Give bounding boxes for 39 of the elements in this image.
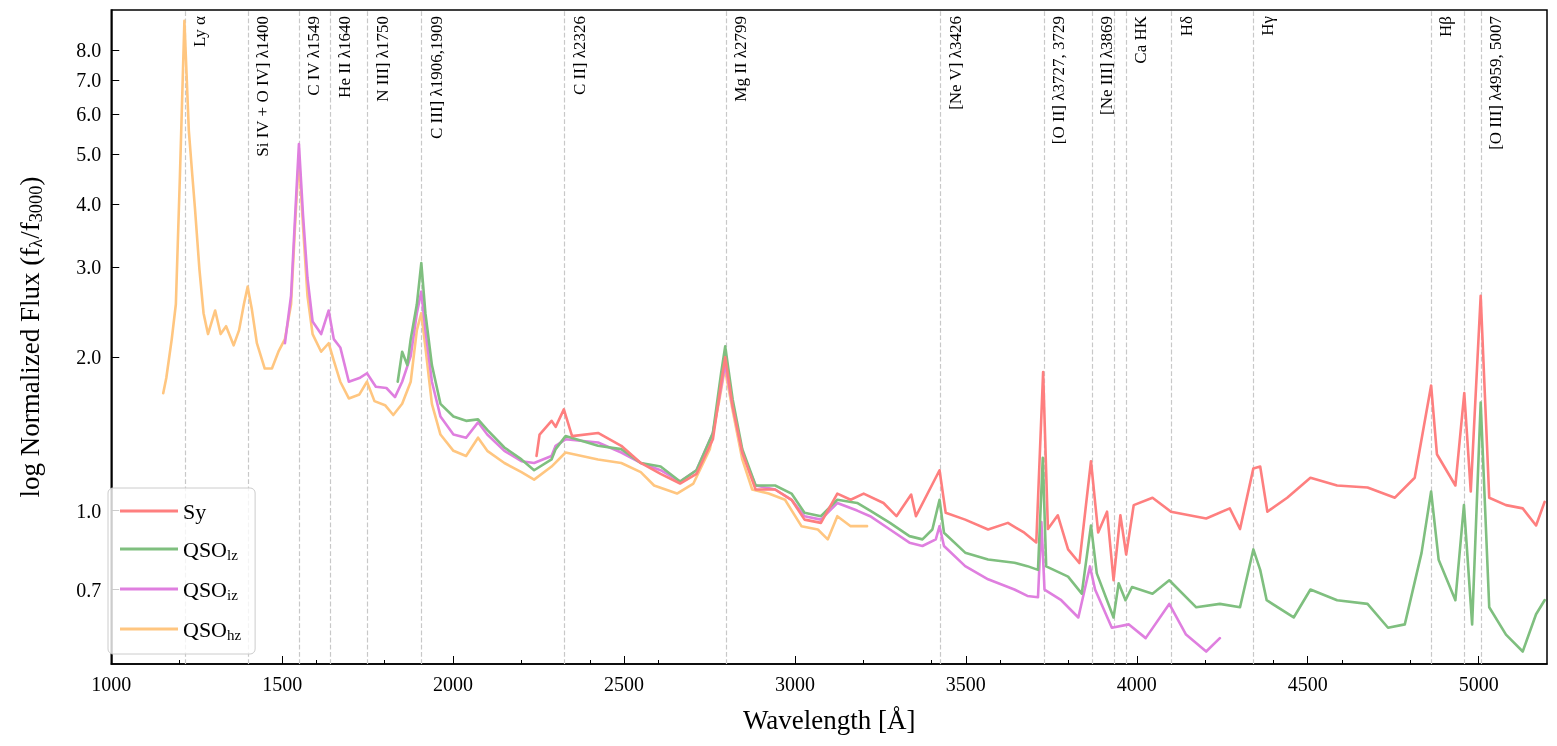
x-tick-label: 2000 (433, 673, 474, 695)
y-tick-label: 5.0 (76, 143, 102, 166)
x-tick-label: 3000 (774, 673, 815, 695)
y-tick-label: 2.0 (76, 346, 102, 369)
ref-line-label: He II λ1640 (335, 16, 355, 98)
legend-label: Sy (183, 498, 207, 524)
ref-line-label: Hγ (1258, 15, 1278, 36)
y-tick-label: 8.0 (76, 39, 102, 62)
x-tick-label: 1000 (91, 673, 132, 695)
y-tick-label: 1.0 (76, 499, 102, 522)
ref-line-label: [O III] λ4959, 5007 (1486, 15, 1506, 150)
y-tick-label: 3.0 (76, 256, 102, 279)
x-tick-label: 2500 (604, 673, 645, 695)
ref-line-label: C II] λ2326 (569, 16, 589, 96)
x-tick-label: 1500 (262, 673, 303, 695)
ref-line-label: [Ne III] λ3869 (1097, 16, 1116, 115)
ref-line-label: C III] λ1906,1909 (426, 16, 446, 139)
ref-line-label: Ca HK (1131, 15, 1151, 64)
x-tick-label: 3500 (945, 673, 986, 695)
y-tick-label: 0.7 (76, 578, 102, 601)
line-series (396, 261, 1546, 653)
y-tick-label: 7.0 (76, 68, 102, 91)
x-tick-label: 4500 (1287, 673, 1328, 695)
x-tick-label: 5000 (1458, 673, 1499, 695)
ref-line-label: Mg II λ2799 (731, 16, 751, 102)
ref-line-label: [Ne V] λ3426 (945, 16, 965, 110)
line-series (535, 294, 1546, 582)
y-tick-label: 4.0 (76, 192, 102, 215)
ref-line-label: C IV λ1549 (303, 16, 323, 96)
y-axis-title: log Normalized Flux (fλ/f3000) (14, 176, 47, 498)
ref-line-label: N III] λ1750 (372, 16, 392, 102)
ref-line-label: Si IV + O IV] λ1400 (252, 16, 272, 157)
x-tick-label: 4000 (1116, 673, 1157, 695)
x-axis-title: Wavelength [Å] (742, 704, 916, 735)
ref-line-label: Hδ (1176, 16, 1196, 37)
ref-line-label: [O II] λ3727, 3729 (1048, 16, 1068, 145)
y-tick-label: 6.0 (76, 103, 102, 126)
ref-line-label: Ly α (190, 15, 210, 48)
ref-line-label: Hβ (1436, 16, 1456, 37)
